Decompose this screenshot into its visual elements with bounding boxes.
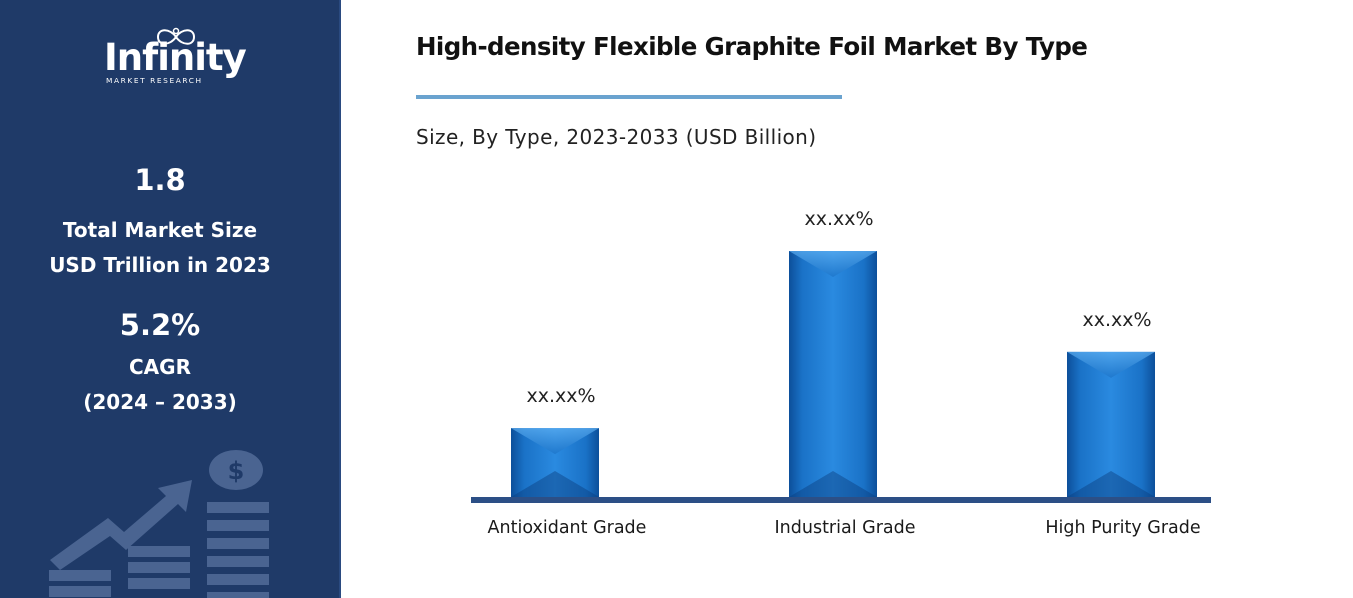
bar-industrial-grade (789, 251, 877, 497)
bar-bevel-top (511, 428, 599, 455)
brand-logo: Infinity MARKET RESEARCH (100, 26, 247, 88)
data-label: xx.xx% (804, 208, 873, 230)
data-label: xx.xx% (526, 385, 595, 407)
infinity-logo-icon (156, 27, 196, 45)
logo-tagline: MARKET RESEARCH (106, 76, 203, 85)
market-size-label: Total Market Size (62, 218, 258, 242)
data-label: xx.xx% (1082, 309, 1151, 331)
svg-text:$: $ (228, 457, 245, 485)
cagr-value: 5.2% (119, 308, 201, 342)
bar-stack-icon (49, 502, 269, 598)
x-axis-line (471, 497, 1211, 503)
bar-bevel-top (1067, 351, 1155, 378)
market-size-value: 1.8 (134, 163, 186, 197)
bar-bevel-bottom (789, 471, 877, 497)
growth-arrow-icon (50, 480, 192, 570)
summary-panel: Infinity MARKET RESEARCH 1.8 Total Marke… (0, 0, 341, 598)
category-label: Industrial Grade (775, 518, 916, 538)
logo-wordmark: Infinity (104, 36, 247, 79)
cagr-label: CAGR (129, 355, 191, 379)
bar-bevel-bottom (511, 471, 599, 497)
category-label: Antioxidant Grade (488, 518, 647, 538)
bar-bevel-bottom (1067, 471, 1155, 497)
chart-subtitle: Size, By Type, 2023-2033 (USD Billion) (416, 125, 817, 149)
market-size-unit: USD Trillion in 2023 (49, 253, 271, 277)
category-label: High Purity Grade (1045, 518, 1200, 538)
title-underline (416, 95, 842, 99)
dollar-coin-icon (209, 450, 263, 490)
cagr-period: (2024 – 2033) (83, 390, 237, 414)
bar-bevel-top (789, 251, 877, 277)
chart-title: High-density Flexible Graphite Foil Mark… (416, 32, 1088, 61)
growth-decoration: $ (49, 450, 269, 598)
